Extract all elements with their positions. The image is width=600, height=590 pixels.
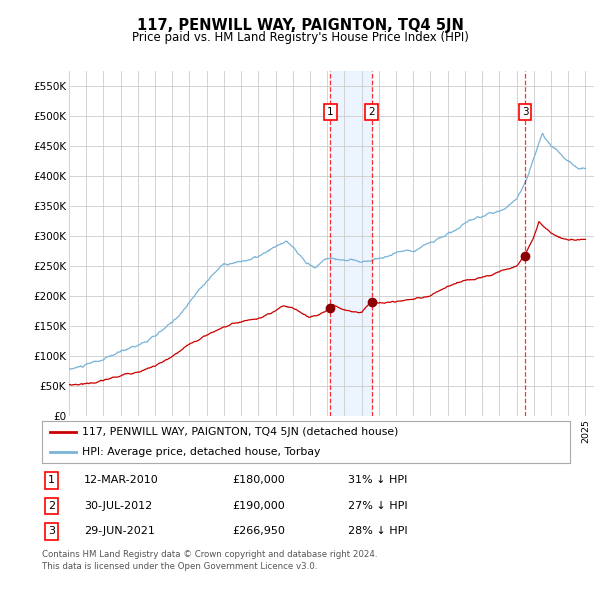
Text: Price paid vs. HM Land Registry's House Price Index (HPI): Price paid vs. HM Land Registry's House … — [131, 31, 469, 44]
Text: 30-JUL-2012: 30-JUL-2012 — [84, 501, 152, 511]
Text: 12-MAR-2010: 12-MAR-2010 — [84, 476, 159, 486]
Text: HPI: Average price, detached house, Torbay: HPI: Average price, detached house, Torb… — [82, 447, 320, 457]
Text: 27% ↓ HPI: 27% ↓ HPI — [348, 501, 408, 511]
Text: Contains HM Land Registry data © Crown copyright and database right 2024.
This d: Contains HM Land Registry data © Crown c… — [42, 550, 377, 571]
Text: 117, PENWILL WAY, PAIGNTON, TQ4 5JN: 117, PENWILL WAY, PAIGNTON, TQ4 5JN — [137, 18, 463, 32]
Text: £180,000: £180,000 — [232, 476, 285, 486]
Text: 31% ↓ HPI: 31% ↓ HPI — [348, 476, 407, 486]
Text: 2: 2 — [48, 501, 55, 511]
Text: 117, PENWILL WAY, PAIGNTON, TQ4 5JN (detached house): 117, PENWILL WAY, PAIGNTON, TQ4 5JN (det… — [82, 427, 398, 437]
Text: 3: 3 — [48, 526, 55, 536]
Text: 1: 1 — [48, 476, 55, 486]
Text: 3: 3 — [521, 107, 528, 117]
Text: 1: 1 — [327, 107, 334, 117]
Text: 2: 2 — [368, 107, 375, 117]
Bar — [331, 71, 371, 416]
Text: 28% ↓ HPI: 28% ↓ HPI — [348, 526, 408, 536]
Text: £190,000: £190,000 — [232, 501, 285, 511]
Text: £266,950: £266,950 — [232, 526, 285, 536]
Text: 29-JUN-2021: 29-JUN-2021 — [84, 526, 155, 536]
